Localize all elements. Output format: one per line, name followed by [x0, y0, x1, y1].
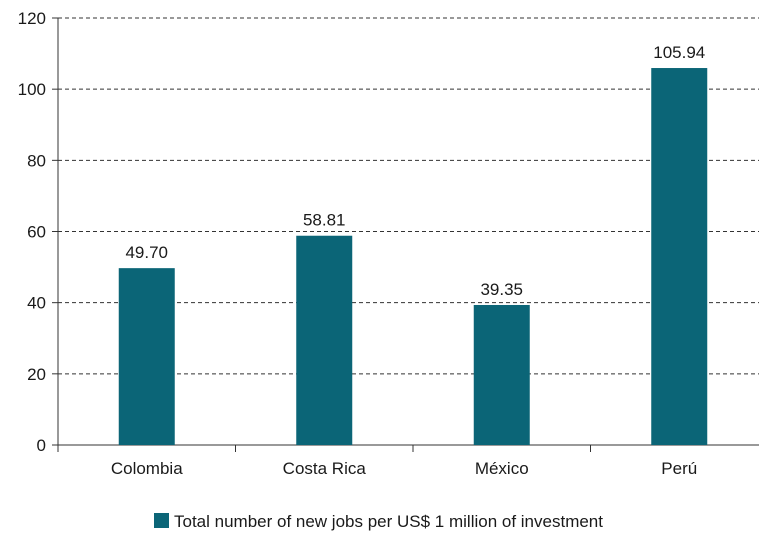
y-tick-label: 40	[27, 294, 46, 313]
bar	[473, 304, 530, 445]
legend-swatch	[154, 513, 169, 528]
y-tick-label: 0	[37, 436, 46, 455]
data-label: 105.94	[653, 43, 705, 62]
data-label: 49.70	[125, 243, 168, 262]
data-label: 39.35	[480, 280, 523, 299]
y-tick-label: 120	[18, 9, 46, 28]
x-tick-label: Costa Rica	[283, 459, 367, 478]
x-tick-label: México	[475, 459, 529, 478]
bar	[118, 268, 175, 445]
legend-label: Total number of new jobs per US$ 1 milli…	[174, 512, 603, 531]
data-label: 58.81	[303, 211, 346, 230]
y-tick-label: 80	[27, 151, 46, 170]
legend: Total number of new jobs per US$ 1 milli…	[154, 512, 603, 531]
x-axis: Colombia Costa Rica México Perú	[57, 444, 759, 478]
bar	[651, 68, 708, 446]
x-tick-label: Colombia	[111, 459, 183, 478]
bars	[118, 68, 708, 446]
gridlines	[58, 17, 759, 375]
bar	[296, 235, 353, 445]
y-tick-label: 100	[18, 80, 46, 99]
x-tick-label: Perú	[661, 459, 697, 478]
y-axis: 0 20 40 60 80 100 120	[18, 9, 59, 455]
y-tick-label: 60	[27, 223, 46, 242]
data-labels: 49.70 58.81 39.35 105.94	[125, 43, 705, 299]
y-tick-label: 20	[27, 365, 46, 384]
